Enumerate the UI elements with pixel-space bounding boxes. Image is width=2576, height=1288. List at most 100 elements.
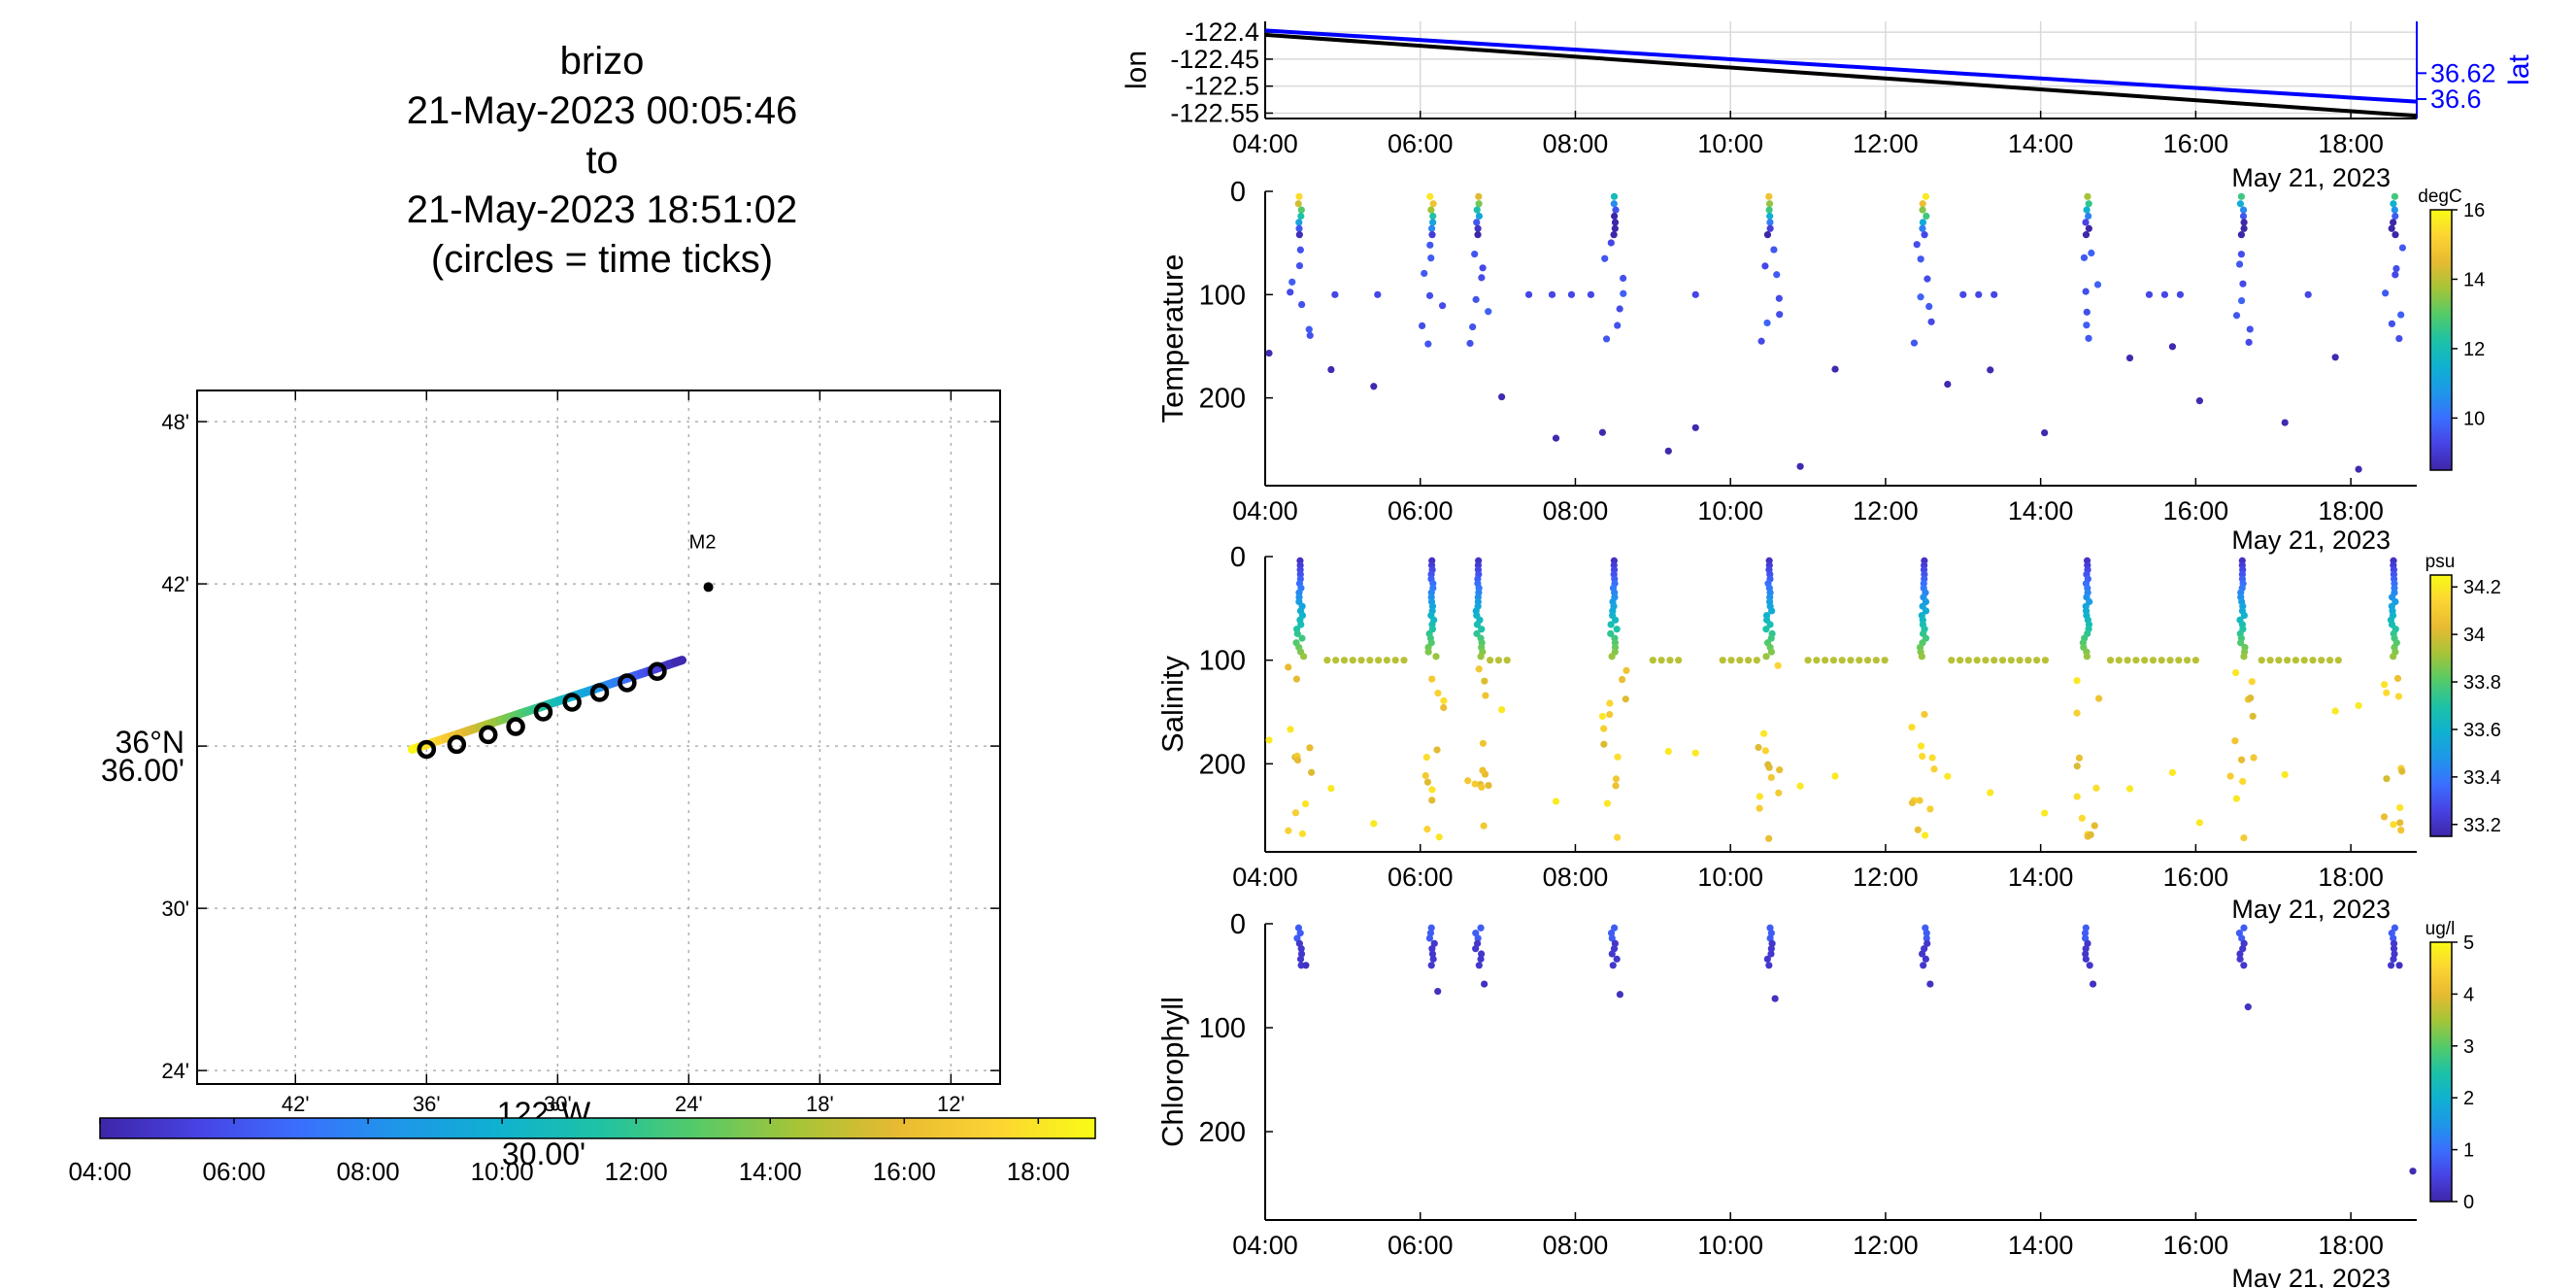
salinity-point <box>1292 675 1301 683</box>
salinity-point <box>2381 681 2389 689</box>
salinity-point <box>1612 616 1620 624</box>
chlorophyll-point <box>2390 945 2398 953</box>
x-tick-label: 06:00 <box>1388 129 1454 158</box>
chlorophyll-point <box>1918 950 1926 958</box>
temp-point <box>1919 206 1926 214</box>
temp-point <box>1297 206 1305 214</box>
salinity-point <box>1948 657 1956 664</box>
salinity-point <box>1619 675 1626 684</box>
temp-point <box>2085 212 2092 220</box>
chlorophyll-point <box>1924 939 1931 947</box>
x-tick-label: 06:00 <box>1388 496 1454 525</box>
salinity-point <box>1497 705 1506 714</box>
salinity-point <box>1987 789 1994 797</box>
time-tick-circle <box>478 725 498 745</box>
x-tick-label: 12:00 <box>1853 863 1919 892</box>
salinity-point <box>1485 781 1492 790</box>
x-tick-label: 14:00 <box>2008 129 2074 158</box>
salinity-point <box>1956 657 1964 664</box>
temp-point <box>1831 365 1839 373</box>
salinity-point <box>1600 740 1608 748</box>
salinity-point <box>1930 765 1938 773</box>
temp-point <box>1429 219 1437 226</box>
salinity-point <box>1614 753 1622 761</box>
salinity-point <box>1433 746 1441 754</box>
track-map-panel: 42' 36' 30' 24' 18' 12' 48' 42' 36.00' 30' 24' 36°N… <box>101 390 1001 1171</box>
salinity-point <box>2300 657 2308 664</box>
colorbar-tick-label: 2 <box>2463 1088 2474 1109</box>
x-date-label: May 21, 2023 <box>2231 895 2391 924</box>
salinity-point <box>1291 809 1300 817</box>
chlorophyll-point <box>1611 939 1619 947</box>
colorbar-tick-label: 34 <box>2463 625 2485 646</box>
salinity-point <box>1916 797 1924 804</box>
chlorophyll-point <box>1922 955 1929 963</box>
time-tick-circle <box>618 673 637 693</box>
salinity-point <box>2033 657 2041 664</box>
temp-point <box>1921 231 1928 239</box>
temp-point <box>2085 200 2092 208</box>
title-line-note: (circles = time ticks) <box>430 238 774 281</box>
salinity-point <box>2191 657 2199 664</box>
temp-point <box>1427 254 1435 262</box>
salinity-point <box>1813 657 1821 664</box>
temp-point <box>2232 312 2241 320</box>
salinity-point <box>1921 710 1928 719</box>
salinity-point <box>1370 820 1378 828</box>
map-axes-box <box>196 390 1001 1085</box>
temp-point <box>1426 241 1434 249</box>
temp-point <box>1944 380 1952 389</box>
x-tick-label: 12:00 <box>1853 129 1919 158</box>
temp-point <box>2237 251 2245 258</box>
temp-point <box>1473 206 1481 214</box>
salinity-point <box>1649 657 1656 664</box>
salinity-point <box>2248 678 2256 686</box>
temp-point <box>1475 212 1484 220</box>
temp-point <box>1761 262 1769 270</box>
ts-ylabel-left: lon <box>1121 51 1153 89</box>
temp-point <box>1475 192 1483 200</box>
salinity-point <box>1926 805 1934 813</box>
salinity-point <box>2383 775 2391 783</box>
chlorophyll-point <box>1608 934 1616 942</box>
salinity-point <box>1744 657 1753 664</box>
chlorophyll-point <box>2082 945 2090 953</box>
temp-point <box>1991 290 1998 298</box>
salinity-panel: 0 100 200 04:00 06:00 08:00 10:00 12:00 14:00 16:… <box>1155 542 2501 924</box>
salinity-point <box>1762 653 1770 661</box>
salinity-point <box>1856 657 1863 664</box>
temp-point <box>1370 383 1378 390</box>
chlorophyll-point <box>1427 924 1435 932</box>
temp-point <box>1611 224 1619 232</box>
temp-point <box>2382 289 2390 297</box>
temp-point <box>2245 338 2253 346</box>
chlorophyll-point <box>2387 962 2395 969</box>
salinity-point <box>2092 784 2100 792</box>
chlorophyll-point <box>2391 924 2398 932</box>
salinity-point <box>2237 756 2246 763</box>
salinity-point <box>1759 729 1768 737</box>
chlorophyll-point <box>1302 962 1310 969</box>
salinity-point <box>1614 833 1622 841</box>
temp-point <box>1917 293 1924 301</box>
salinity-point <box>1487 657 1494 664</box>
salinity-point <box>1424 648 1432 656</box>
salinity-point <box>2266 657 2274 664</box>
salinity-point <box>1607 621 1615 628</box>
salinity-point <box>2158 657 2165 664</box>
temp-point <box>2239 206 2248 214</box>
colorbar-tick-label: 12:00 <box>605 1157 668 1186</box>
salinity-point <box>1298 830 1307 837</box>
temp-point <box>1296 246 1304 254</box>
salinity-point <box>1349 657 1356 664</box>
salinity-point <box>1756 793 1763 800</box>
temp-point <box>1497 392 1506 401</box>
temp-point <box>1611 219 1620 226</box>
temp-point <box>2082 231 2091 239</box>
salinity-point <box>2325 657 2334 664</box>
x-tick-label: 14:00 <box>2008 1231 2074 1260</box>
salinity-point <box>2396 803 2404 812</box>
temp-point <box>2392 231 2399 239</box>
salinity-point <box>1765 834 1773 842</box>
colorbar-tick-label: 16 <box>2463 200 2485 221</box>
